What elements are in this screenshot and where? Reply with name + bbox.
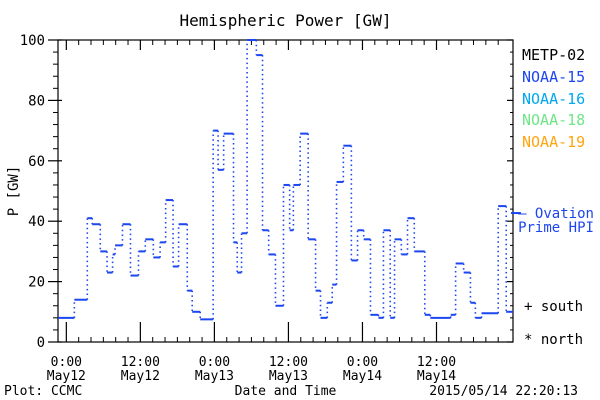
x-tick-time-label: 12:00 bbox=[121, 355, 160, 370]
plot-credit: Plot: CCMC bbox=[4, 384, 83, 399]
x-tick-date-label: May13 bbox=[269, 369, 308, 384]
south-marker-legend: + south bbox=[524, 299, 584, 315]
y-tick-label: 40 bbox=[28, 214, 45, 230]
x-tick-time-label: 0:00 bbox=[199, 355, 230, 370]
chart-title: Hemispheric Power [GW] bbox=[179, 11, 392, 30]
hpi-label-line1: — Ovation bbox=[518, 206, 594, 222]
y-tick-label: 60 bbox=[28, 154, 45, 170]
x-axis-label: Date and Time bbox=[234, 384, 337, 399]
x-tick-date-label: May13 bbox=[195, 369, 234, 384]
legend-item-noaa16: NOAA-16 bbox=[522, 90, 586, 108]
x-tick-date-label: May12 bbox=[121, 369, 160, 384]
y-tick-label: 100 bbox=[20, 33, 45, 49]
x-tick-time-label: 12:00 bbox=[269, 355, 308, 370]
y-axis-label: P [GW] bbox=[6, 165, 22, 217]
x-tick-date-label: May12 bbox=[47, 369, 86, 384]
x-tick-time-label: 0:00 bbox=[51, 355, 82, 370]
x-tick-time-label: 12:00 bbox=[417, 355, 456, 370]
y-tick-label: 0 bbox=[37, 335, 45, 351]
axis-box bbox=[57, 39, 514, 343]
y-tick-label: 80 bbox=[28, 93, 45, 109]
x-tick-time-label: 0:00 bbox=[347, 355, 378, 370]
ovation-prime-hpi-label: — Ovation Prime HPI bbox=[512, 207, 600, 235]
x-tick-date-label: May14 bbox=[417, 369, 456, 384]
legend-item-noaa18: NOAA-18 bbox=[522, 111, 586, 129]
legend-item-metp02: METP-02 bbox=[522, 46, 586, 64]
hpi-label-line2: Prime HPI bbox=[518, 220, 594, 236]
x-tick-date-label: May14 bbox=[343, 369, 382, 384]
north-marker-legend: * north bbox=[524, 332, 584, 348]
legend-item-noaa19: NOAA-19 bbox=[522, 133, 586, 151]
plot-timestamp: 2015/05/14 22:20:13 bbox=[429, 384, 578, 399]
legend-item-noaa15: NOAA-15 bbox=[522, 68, 586, 86]
y-tick-label: 20 bbox=[28, 275, 45, 291]
